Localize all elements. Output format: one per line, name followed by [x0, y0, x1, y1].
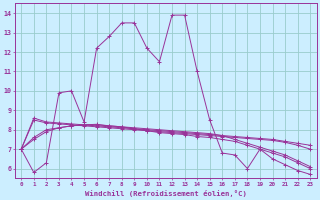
X-axis label: Windchill (Refroidissement éolien,°C): Windchill (Refroidissement éolien,°C): [85, 190, 247, 197]
